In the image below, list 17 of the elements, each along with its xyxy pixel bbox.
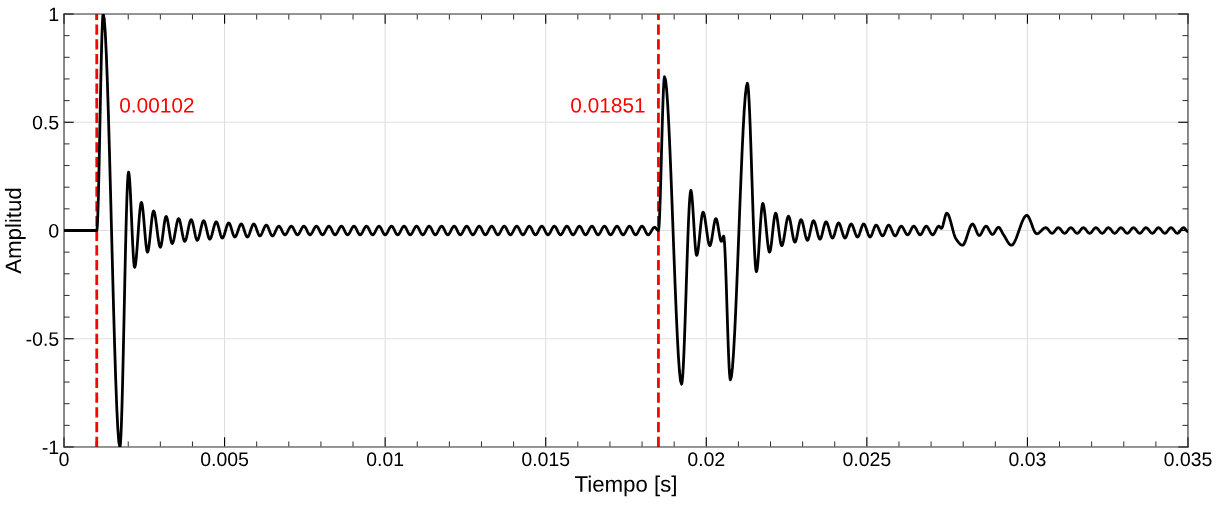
x-tick-label: 0.025 bbox=[843, 452, 891, 467]
ref-line-label: 0.01851 bbox=[571, 97, 645, 113]
x-tick-label: 0.02 bbox=[688, 452, 725, 467]
x-tick-label: 0.015 bbox=[522, 452, 570, 467]
x-tick-label: 0.01 bbox=[366, 452, 404, 467]
y-tick-label: -0.5 bbox=[26, 332, 59, 346]
x-tick-label: 0.035 bbox=[1164, 452, 1212, 467]
ref-line-label: 0.00102 bbox=[120, 97, 194, 113]
y-tick-label: 0 bbox=[49, 223, 59, 238]
y-tick-label: 1 bbox=[49, 7, 59, 22]
x-tick-label: 0.03 bbox=[1009, 452, 1046, 467]
y-axis-title: Amplitud bbox=[4, 188, 26, 274]
x-axis-title: Tiempo [s] bbox=[575, 475, 676, 497]
x-tick-label: 0 bbox=[59, 452, 69, 467]
y-tick-label: 0.5 bbox=[32, 115, 59, 130]
y-tick-label: -1 bbox=[42, 440, 59, 455]
x-tick-label: 0.005 bbox=[201, 452, 249, 467]
